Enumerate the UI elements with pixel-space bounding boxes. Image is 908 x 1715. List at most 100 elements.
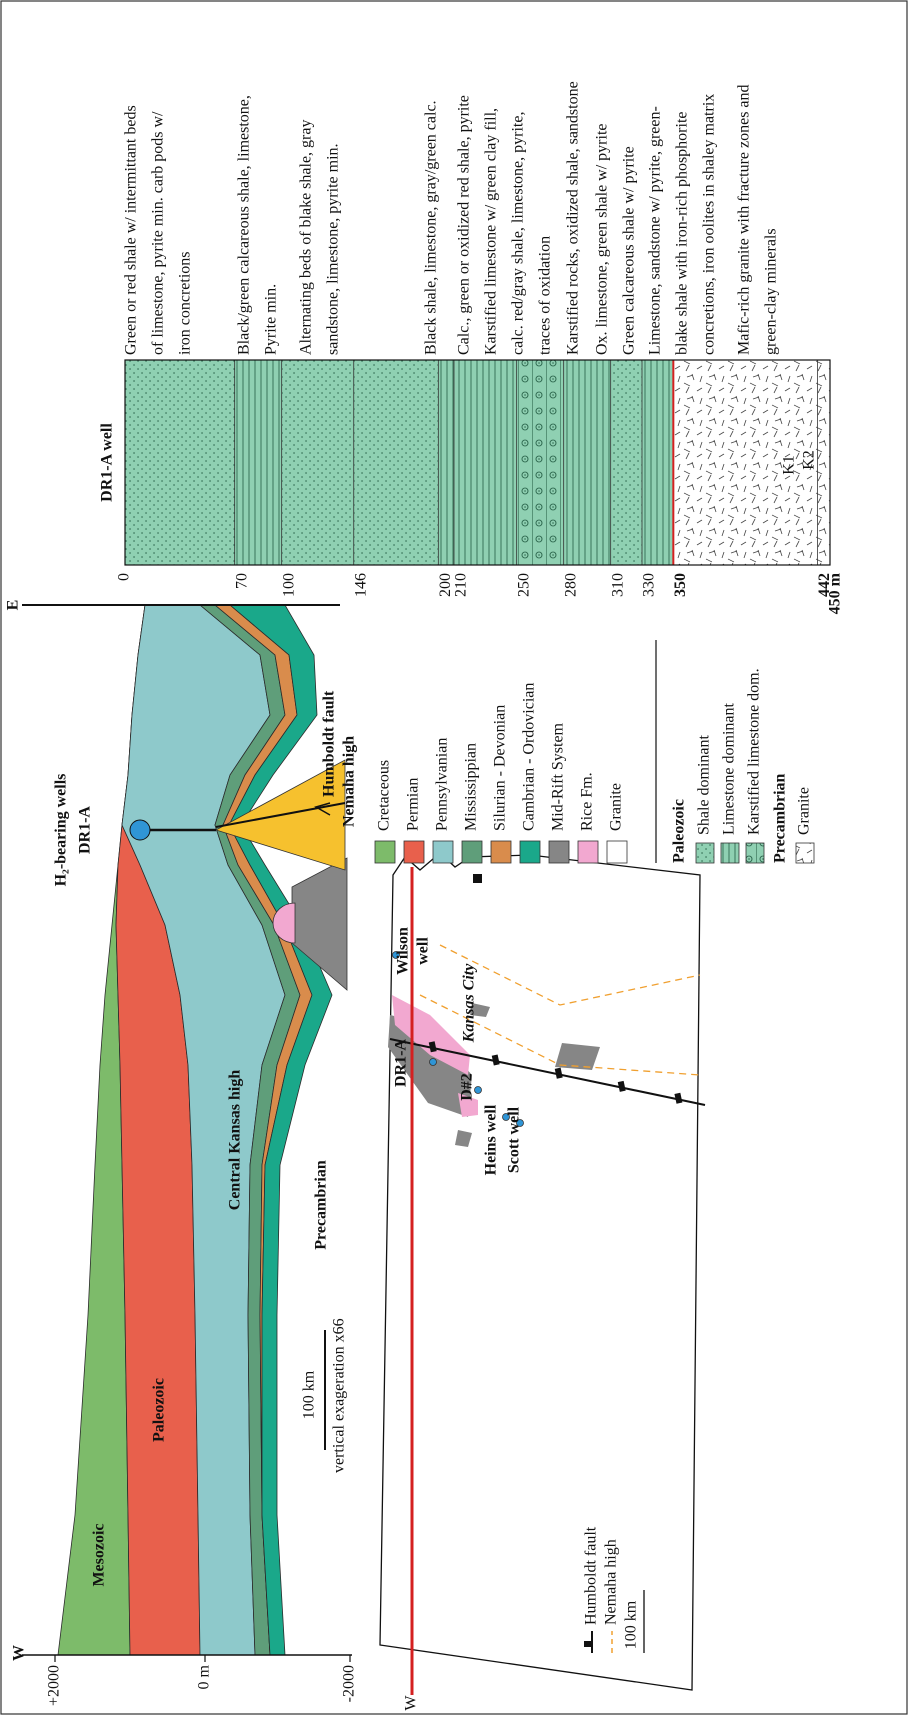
- map-well-label: D#2: [459, 1073, 476, 1101]
- layer-description: Black shale, limestone, gray/green calc.: [423, 100, 440, 355]
- elevation-label: +2000: [46, 1665, 63, 1706]
- rotated-content: +20000 m-2000WEH₂-bearing wellsDR1-AMeso…: [5, 81, 844, 1710]
- city-marker: [473, 874, 482, 883]
- depth-label: 350: [672, 573, 689, 597]
- legend-swatch: [520, 841, 540, 863]
- legend-swatch: [721, 843, 739, 863]
- elevation-label: -2000: [341, 1665, 358, 1702]
- log-layer: [354, 360, 439, 565]
- layer-description: Ox. limestone, green shale w/ pyrite: [594, 124, 611, 356]
- log-layer: [438, 360, 454, 565]
- precambrian-label: Precambrian: [313, 1160, 330, 1250]
- layer-description: Green calcareous shale w/ pyrite: [621, 146, 638, 355]
- layer-description: iron concretions: [177, 251, 194, 355]
- layer-description: blake shale with iron-rich phosphorite: [674, 112, 691, 356]
- map-well-label: well: [415, 937, 432, 965]
- legend-swatch: [462, 841, 482, 863]
- legend-swatch: [696, 843, 714, 863]
- log-layer: [125, 360, 235, 565]
- granite-mark: K2: [801, 450, 818, 470]
- layer-description: concretions, iron oolites in shaley matr…: [701, 94, 718, 355]
- log-layer: [517, 360, 564, 565]
- depth-label: 70: [233, 573, 250, 589]
- legend-label: Mid-Rift System: [550, 722, 567, 831]
- legend-label: Granite: [608, 783, 625, 831]
- legend-swatch: [375, 841, 395, 863]
- layer-description: green-clay minerals: [763, 228, 780, 355]
- legend-swatch: [796, 843, 814, 863]
- legend-swatch: [491, 841, 511, 863]
- west-label: W: [11, 1645, 28, 1661]
- depth-label: 210: [453, 573, 470, 597]
- depth-label: 146: [352, 573, 369, 597]
- nemaha-high-label: Nemaha high: [341, 736, 358, 827]
- map-well-label: Scott well: [506, 1106, 523, 1173]
- well-head: [130, 820, 150, 840]
- humboldt-fault-label: Humboldt fault: [321, 690, 338, 797]
- city-label: Kansas City: [461, 963, 478, 1044]
- log-layer: [611, 360, 642, 565]
- scale-label: 100 km: [301, 1370, 318, 1419]
- legend-label: Cambrian - Ordovician: [521, 683, 538, 831]
- legend-label: Mississippian: [463, 743, 480, 831]
- depth-label: 280: [562, 573, 579, 597]
- legend-swatch: [433, 841, 453, 863]
- depth-label: 330: [641, 573, 658, 597]
- legend-swatch: [549, 841, 569, 863]
- depth-label: 250: [515, 573, 532, 597]
- figure: +20000 m-2000WEH₂-bearing wellsDR1-AMeso…: [0, 0, 908, 1715]
- legend-label: Silurian - Devonian: [492, 705, 509, 831]
- depth-label: 200: [437, 573, 454, 597]
- layer-description: Karstified rocks, oxidized shale, sandst…: [565, 81, 582, 355]
- depth-label: 450 m: [827, 572, 844, 614]
- layer-description: traces of oxidation: [537, 236, 554, 355]
- log-layer: [564, 360, 611, 565]
- legend-label: Cretaceous: [376, 760, 393, 831]
- map-legend-label: Humboldt fault: [583, 1526, 600, 1625]
- layer-description: Karstified limestone w/ green clay fill,: [483, 108, 500, 355]
- legend-swatch: [578, 841, 598, 863]
- layer-description: Alternating beds of blake shale, gray: [298, 120, 315, 355]
- exaggeration-label: vertical exageration x66: [331, 1318, 348, 1473]
- log-title: DR1-A well: [99, 423, 116, 502]
- log-layer: [817, 360, 830, 565]
- map-outline: [380, 853, 700, 1690]
- log-layer: [235, 360, 282, 565]
- legend-fault-tick: [584, 1641, 591, 1647]
- map-legend-label: Nemaha high: [603, 1539, 620, 1625]
- map-west-label: W: [403, 1695, 420, 1711]
- layer-description: Black/green calcareous shale, limestone,: [236, 95, 253, 355]
- layer-description: sandstone, limestone, pyrite min.: [325, 143, 342, 355]
- legend-label: Granite: [796, 787, 813, 835]
- mesozoic-label: Mesozoic: [91, 1523, 108, 1586]
- legend-label: Karstified limestone dom.: [746, 668, 763, 835]
- legend-swatch: [607, 841, 627, 863]
- central-kansas-high-label: Central Kansas high: [227, 1070, 244, 1211]
- legend-label: Pennsylvanian: [434, 738, 451, 831]
- elevation-label: 0 m: [196, 1664, 213, 1689]
- layer-description: Calc., green or oxidized red shale, pyri…: [456, 95, 473, 355]
- legend-swatch: [746, 843, 764, 863]
- legend-label: Rice Fm.: [579, 772, 596, 831]
- depth-label: 100: [280, 573, 297, 597]
- log-layer: [282, 360, 354, 565]
- depth-label: 0: [116, 573, 133, 581]
- map-legend-label: 100 km: [623, 1600, 640, 1649]
- legend-swatch: [404, 841, 424, 863]
- well-dot: [430, 1059, 437, 1066]
- map-well-label: Wilson: [395, 927, 412, 975]
- well-title: H₂-bearing wells: [53, 774, 70, 887]
- layer-description: calc. red/gray shale, limestone, pyrite,: [510, 112, 527, 355]
- layer-description: Green or red shale w/ intermittant beds: [123, 105, 140, 355]
- legend-heading: Precambrian: [772, 773, 789, 863]
- paleozoic-label: Paleozoic: [151, 1378, 168, 1442]
- layer-description: Pyrite min.: [263, 284, 280, 355]
- layer-description: Limestone, sandstone w/ pyrite, green-: [647, 106, 664, 355]
- log-layer: [642, 360, 673, 565]
- map-well-label: DR1-A: [393, 1039, 410, 1087]
- layer-description: Mafic-rich granite with fracture zones a…: [736, 84, 753, 355]
- well-name: DR1-A: [77, 806, 94, 854]
- legend-label: Permian: [405, 778, 422, 831]
- layer-description: of limestone, pyrite min. carb pods w/: [150, 111, 167, 355]
- map-well-label: Heins well: [483, 1104, 500, 1175]
